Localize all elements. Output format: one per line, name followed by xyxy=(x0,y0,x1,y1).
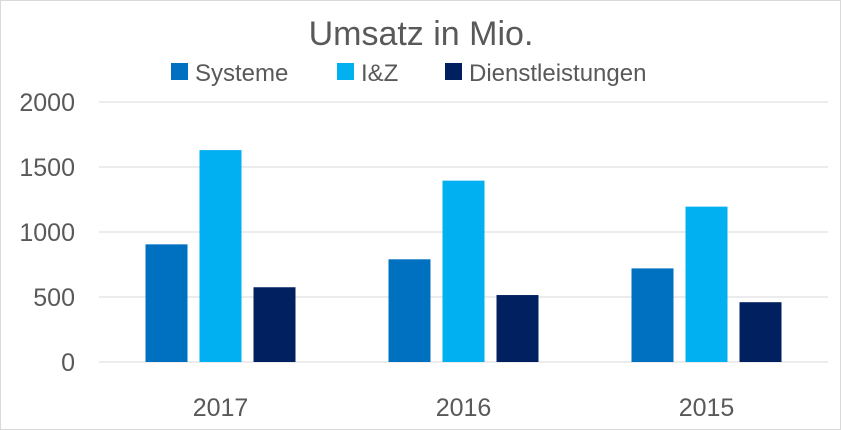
x-tick-label: 2015 xyxy=(679,394,735,422)
legend-swatch-dienstleistungen xyxy=(445,63,462,80)
bar-2016-dienstleistungen xyxy=(496,295,539,362)
x-tick-label: 2016 xyxy=(436,394,492,422)
legend-swatch-i-z xyxy=(337,63,354,80)
legend-label: Dienstleistungen xyxy=(469,60,646,87)
y-tick-label: 1000 xyxy=(19,219,75,247)
bar-2017-i-z xyxy=(199,150,242,362)
y-tick-label: 500 xyxy=(33,284,75,312)
y-axis-ticks: 0 500 1000 1500 2000 xyxy=(19,89,75,377)
y-tick-label: 1500 xyxy=(19,154,75,182)
bar-2017-dienstleistungen xyxy=(253,287,296,362)
chart-title: Umsatz in Mio. xyxy=(309,15,534,53)
bar-2015-dienstleistungen xyxy=(739,302,782,362)
legend: Systeme I&Z Dienstleistungen xyxy=(171,60,646,87)
bar-2016-systeme xyxy=(388,259,431,362)
legend-label: Systeme xyxy=(195,60,288,87)
bar-2016-i-z xyxy=(442,180,485,362)
legend-label: I&Z xyxy=(361,60,398,87)
y-tick-label: 0 xyxy=(61,349,75,377)
bar-2015-systeme xyxy=(631,268,674,362)
x-tick-label: 2017 xyxy=(193,394,249,422)
bars xyxy=(145,150,782,362)
x-axis-ticks: 2017 2016 2015 xyxy=(193,394,735,422)
legend-swatch-systeme xyxy=(171,63,188,80)
y-tick-label: 2000 xyxy=(19,89,75,117)
bar-2015-i-z xyxy=(685,206,728,362)
bar-2017-systeme xyxy=(145,244,188,362)
